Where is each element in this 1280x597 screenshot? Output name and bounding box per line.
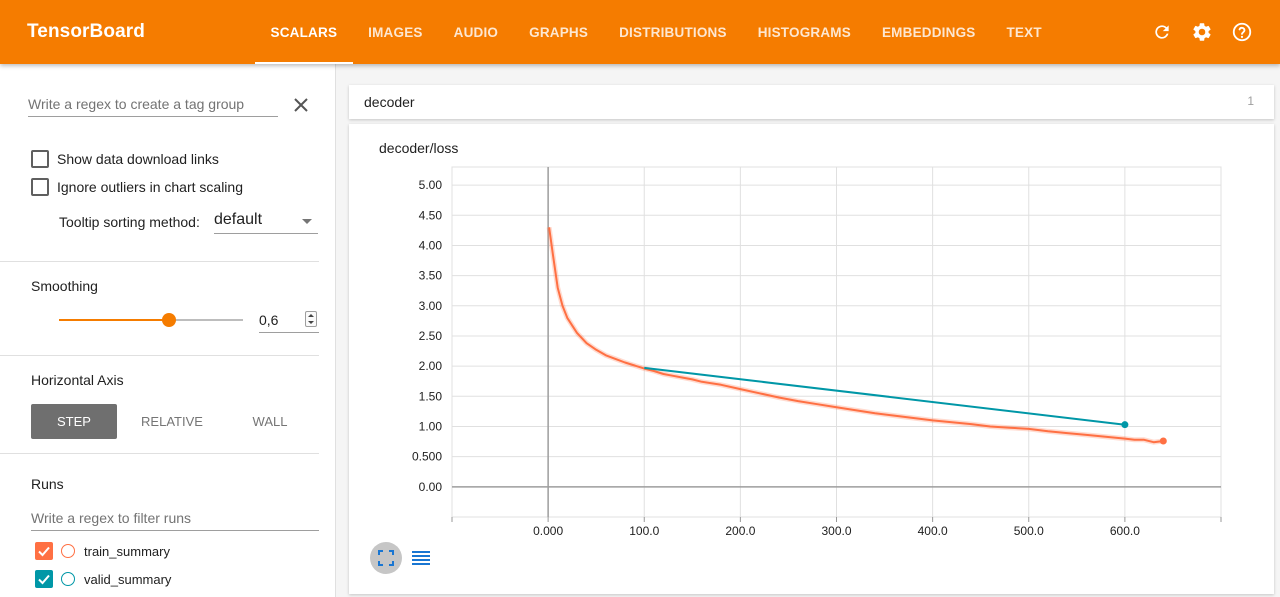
toggle-log-scale-icon[interactable] (405, 542, 437, 574)
series-end-point (1121, 421, 1129, 429)
y-tick-label: 3.00 (419, 299, 443, 313)
checkbox-box (31, 150, 49, 168)
tag-group-header[interactable]: decoder 1 (349, 85, 1274, 119)
tooltip-sorting-label: Tooltip sorting method: (59, 214, 200, 230)
settings-icon[interactable] (1188, 18, 1216, 46)
tag-group-count: 1 (1247, 94, 1254, 108)
y-tick-label: 4.50 (419, 208, 443, 222)
app-title: TensorBoard (27, 21, 145, 42)
y-tick-label: 0.00 (419, 480, 443, 494)
fit-domain-icon[interactable] (370, 542, 402, 574)
ignore-outliers-checkbox[interactable]: Ignore outliers in chart scaling (31, 178, 243, 196)
dropdown-arrow-icon (302, 219, 312, 224)
series-line-train_summary (548, 227, 1164, 444)
loss-chart[interactable]: 0.000 100.0 200.0 300.0 400.0 500.0 600.0 0.00 0… (349, 124, 1274, 544)
ignore-outliers-label: Ignore outliers in chart scaling (57, 179, 243, 195)
y-tick-label: 4.00 (419, 238, 443, 252)
tag-group-name: decoder (364, 94, 415, 110)
x-tick-label: 0.000 (533, 524, 563, 538)
close-icon[interactable] (290, 94, 312, 116)
smoothing-slider-fill (59, 319, 170, 321)
run-color-circle-icon (61, 544, 75, 558)
header-actions (1148, 18, 1256, 46)
tab-histograms[interactable]: HISTOGRAMS (757, 24, 851, 40)
x-tick-label: 600.0 (1110, 524, 1140, 538)
sidebar: Show data download links Ignore outliers… (0, 64, 336, 597)
tab-distributions[interactable]: DISTRIBUTIONS (619, 24, 727, 40)
axis-wall-button[interactable]: WALL (252, 414, 288, 429)
tab-graphs[interactable]: GRAPHS (529, 24, 589, 40)
section-divider (0, 261, 319, 262)
axis-relative-button[interactable]: RELATIVE (141, 414, 203, 429)
tab-text[interactable]: TEXT (1006, 24, 1042, 40)
y-tick-label: 2.50 (419, 329, 443, 343)
runs-filter-input[interactable] (31, 509, 319, 531)
smoothing-slider-knob[interactable] (162, 313, 177, 327)
y-tick-label: 3.50 (419, 269, 443, 283)
x-tick-label: 500.0 (1014, 524, 1044, 538)
show-download-links-checkbox[interactable]: Show data download links (31, 150, 219, 168)
smoothing-title: Smoothing (31, 278, 98, 294)
x-tick-label: 100.0 (629, 524, 659, 538)
run-color-circle-icon (61, 572, 75, 586)
runs-title: Runs (31, 476, 64, 492)
chart-title: decoder/loss (379, 140, 459, 156)
dashboard-tabs: SCALARS IMAGES AUDIO GRAPHS DISTRIBUTION… (255, 0, 1057, 64)
run-checkbox[interactable] (35, 570, 53, 588)
run-name: valid_summary (84, 571, 172, 587)
show-download-links-label: Show data download links (57, 151, 219, 167)
axis-step-button[interactable]: STEP (31, 404, 117, 439)
y-tick-label: 1.00 (419, 419, 443, 433)
checkbox-box (31, 178, 49, 196)
y-tick-label: 1.50 (419, 389, 443, 403)
x-tick-label: 300.0 (821, 524, 851, 538)
tab-audio[interactable]: AUDIO (453, 24, 499, 40)
smoothing-value-input[interactable]: 0,6 (259, 309, 319, 333)
y-tick-label: 2.00 (419, 359, 443, 373)
series-end-point (1159, 437, 1167, 445)
tooltip-sorting-select[interactable]: default (214, 207, 318, 234)
horizontal-axis-title: Horizontal Axis (31, 372, 124, 388)
tab-scalars[interactable]: SCALARS (255, 0, 353, 64)
tab-embeddings[interactable]: EMBEDDINGS (881, 24, 976, 40)
chart-card: decoder/loss 0.000 100.0 200.0 300.0 400.0 50… (349, 124, 1274, 594)
refresh-icon[interactable] (1148, 18, 1176, 46)
spinner-arrows-icon[interactable] (305, 311, 317, 327)
smoothing-value: 0,6 (259, 312, 279, 328)
run-item-train-summary[interactable]: train_summary (35, 542, 170, 560)
run-name: train_summary (84, 543, 170, 559)
help-icon[interactable] (1228, 18, 1256, 46)
tag-group-regex-input[interactable] (28, 95, 278, 117)
series-line-valid_summary (644, 366, 1126, 426)
tooltip-sorting-value: default (214, 211, 263, 228)
run-checkbox[interactable] (35, 542, 53, 560)
x-tick-label: 200.0 (725, 524, 755, 538)
y-tick-label: 5.00 (419, 178, 443, 192)
y-tick-label: 0.500 (412, 450, 442, 464)
smoothing-slider[interactable] (59, 313, 243, 327)
x-tick-label: 400.0 (918, 524, 948, 538)
top-app-bar: TensorBoard SCALARS IMAGES AUDIO GRAPHS … (0, 0, 1280, 64)
section-divider (0, 355, 319, 356)
tab-images[interactable]: IMAGES (368, 24, 423, 40)
run-item-valid-summary[interactable]: valid_summary (35, 570, 171, 588)
section-divider (0, 453, 319, 454)
